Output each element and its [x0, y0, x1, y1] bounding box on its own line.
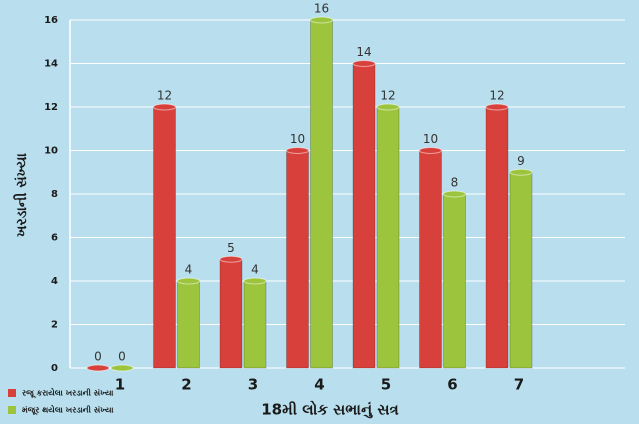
bar-top [443, 190, 466, 198]
bar-top [219, 255, 243, 263]
legend-label: મંજૂર થયેલા ખરડાની સંખ્યા [22, 403, 114, 416]
bar [243, 280, 267, 369]
y-tick-label: 10 [44, 146, 58, 157]
bar-top [376, 103, 400, 111]
data-label: 4 [251, 263, 259, 277]
bar [509, 171, 533, 369]
x-tick-label: 6 [447, 376, 457, 394]
bar [485, 106, 509, 369]
x-axis-title: 18મી લોક સભાનું સત્ર [261, 400, 398, 419]
data-label: 0 [94, 350, 102, 364]
bar [443, 193, 466, 369]
bar-top [243, 277, 267, 285]
y-tick-label: 0 [51, 363, 58, 374]
bar-top [352, 60, 376, 67]
bar [419, 150, 442, 369]
y-tick-label: 6 [51, 233, 58, 244]
data-label: 16 [314, 2, 329, 16]
data-label: 10 [290, 132, 305, 146]
data-label: 14 [356, 45, 371, 59]
x-tick-label: 5 [381, 376, 391, 394]
bar-top [419, 147, 442, 154]
y-tick-label: 14 [44, 59, 58, 70]
data-label: 0 [118, 350, 126, 364]
x-tick-label: 3 [248, 376, 258, 394]
y-tick-label: 12 [44, 102, 58, 113]
y-tick-label: 16 [44, 15, 58, 26]
bar [376, 106, 400, 369]
data-label: 12 [380, 89, 395, 103]
legend-label: રજૂ કરાયેલા ખરડાની સંખ્યા [22, 386, 114, 399]
data-label: 9 [517, 154, 525, 168]
data-label: 4 [185, 263, 193, 277]
x-tick-label: 4 [314, 376, 324, 394]
data-label: 12 [489, 89, 504, 103]
bar-top [310, 16, 333, 24]
x-tick-label: 1 [115, 376, 125, 394]
x-tick-label: 2 [181, 376, 191, 394]
bar [352, 63, 376, 369]
bar [286, 150, 309, 369]
data-label: 5 [227, 241, 235, 255]
data-label: 10 [423, 132, 438, 146]
bar-top [110, 364, 134, 372]
data-label: 8 [451, 176, 459, 190]
y-tick-label: 8 [51, 189, 58, 200]
x-tick-label: 7 [514, 376, 524, 394]
legend-swatch [8, 406, 16, 414]
y-tick-label: 2 [51, 320, 58, 331]
bar-top [153, 103, 176, 111]
bar [219, 258, 243, 369]
bar-top [86, 364, 110, 372]
bar [153, 106, 176, 369]
legend-swatch [8, 389, 16, 397]
bar [177, 280, 200, 369]
bar-top [509, 168, 533, 176]
data-label: 12 [157, 89, 172, 103]
bar-top [485, 103, 509, 111]
bar-top [286, 147, 309, 154]
y-tick-label: 4 [51, 276, 58, 287]
bar-top [177, 277, 200, 285]
bar [310, 19, 333, 369]
y-axis-title: ખરડાની સંખ્યા [13, 152, 30, 236]
